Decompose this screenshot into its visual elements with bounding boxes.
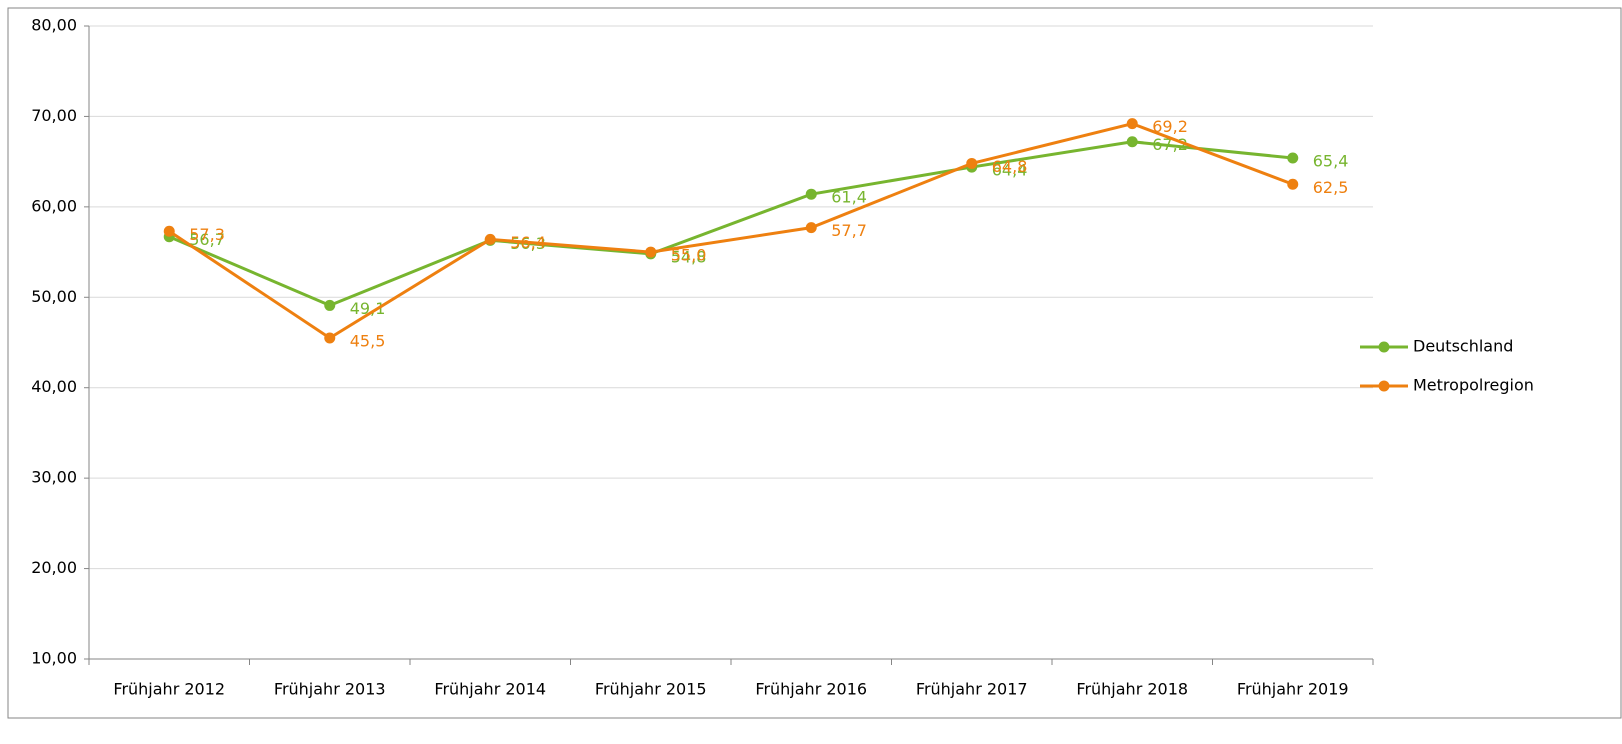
x-tick-label: Frühjahr 2012 [113, 680, 225, 699]
legend-label: Deutschland [1413, 337, 1513, 356]
data-label: 49,1 [350, 299, 386, 318]
y-tick-label: 30,00 [31, 468, 77, 487]
data-label: 56,4 [510, 233, 546, 252]
x-tick-label: Frühjahr 2019 [1237, 680, 1349, 699]
data-label: 65,4 [1313, 152, 1349, 171]
series-line [168, 122, 1294, 340]
data-label: 56,7 [189, 230, 225, 249]
y-tick-label: 40,00 [31, 377, 77, 396]
x-tick-label: Frühjahr 2015 [595, 680, 707, 699]
point [324, 299, 336, 311]
x-tick-label: Frühjahr 2018 [1076, 680, 1188, 699]
legend-marker [1378, 341, 1390, 353]
data-label: 54,8 [671, 247, 707, 266]
data-label: 69,2 [1152, 117, 1188, 136]
y-tick-label: 70,00 [31, 106, 77, 125]
y-tick-label: 10,00 [31, 649, 77, 668]
legend-label: Metropolregion [1413, 376, 1534, 395]
y-tick-label: 50,00 [31, 287, 77, 306]
series-line [168, 140, 1293, 308]
x-tick-label: Frühjahr 2014 [434, 680, 546, 699]
chart-border [7, 7, 1622, 719]
data-label: 45,5 [350, 331, 386, 350]
x-tick-label: Frühjahr 2017 [916, 680, 1028, 699]
data-label: 62,5 [1313, 178, 1349, 197]
x-tick-label: Frühjahr 2013 [274, 680, 386, 699]
y-tick-label: 80,00 [31, 16, 77, 35]
point [966, 157, 978, 169]
point [163, 225, 175, 237]
point [1126, 136, 1138, 148]
point [324, 332, 336, 344]
data-label: 61,4 [831, 188, 867, 207]
point [1287, 152, 1299, 164]
legend-marker [1378, 380, 1390, 392]
point [484, 233, 496, 245]
data-label: 55,0 [671, 246, 707, 265]
data-label: 64,8 [992, 157, 1028, 176]
data-label: 64,4 [992, 161, 1028, 180]
y-tick-label: 60,00 [31, 196, 77, 215]
data-label: 57,3 [189, 225, 225, 244]
point [805, 222, 817, 234]
point [805, 188, 817, 200]
point [1287, 178, 1299, 190]
x-tick-label: Frühjahr 2016 [755, 680, 867, 699]
point [645, 246, 657, 258]
data-label: 57,7 [831, 221, 867, 240]
point [1126, 118, 1138, 130]
y-tick-label: 20,00 [31, 558, 77, 577]
